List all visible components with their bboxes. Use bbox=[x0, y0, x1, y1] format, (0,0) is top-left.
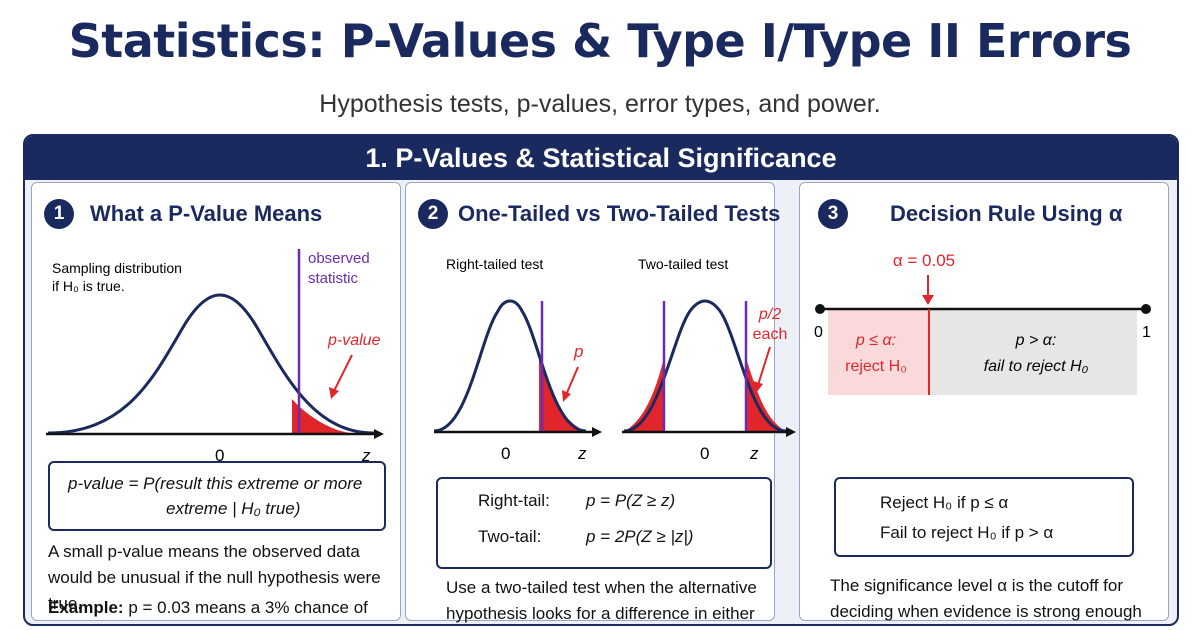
two-tail-formula: p = 2P(Z ≥ |z|) bbox=[586, 527, 694, 546]
step-number-badge: 2 bbox=[418, 199, 448, 229]
alpha-label: α = 0.05 bbox=[893, 251, 955, 270]
decision-rule-box: Reject H₀ if p ≤ α Fail to reject H₀ if … bbox=[834, 477, 1134, 557]
fail-to-reject-region bbox=[929, 309, 1137, 395]
observed-statistic-label-2: statistic bbox=[308, 270, 359, 287]
axis-arrowhead bbox=[374, 429, 384, 439]
right-tail-shade bbox=[539, 358, 581, 431]
alpha-arrowhead bbox=[922, 295, 934, 305]
pvalue-label: p-value bbox=[327, 332, 381, 349]
reject-region bbox=[828, 309, 929, 395]
tail-formula-box: Right-tail: p = P(Z ≥ z) Two-tail: p = 2… bbox=[436, 477, 772, 569]
reject-rule: Reject H₀ if p ≤ α bbox=[880, 493, 1009, 512]
scale-start-point bbox=[815, 304, 825, 314]
page-title: Statistics: P-Values & Type I/Type II Er… bbox=[68, 14, 1132, 68]
right-tail-arrowhead bbox=[562, 390, 571, 402]
formula-line-1: p-value = P(result this extreme or more bbox=[68, 474, 363, 493]
step-number-badge: 1 bbox=[44, 199, 74, 229]
p-half-label: p/2 bbox=[758, 306, 781, 323]
panel-decision-rule: 3 Decision Rule Using α α = 0.05 0 1 p ≤… bbox=[799, 182, 1169, 621]
right-tail-arrow bbox=[565, 366, 579, 396]
right-tail-p-label: p bbox=[573, 342, 583, 361]
two-tail-arrow bbox=[757, 346, 771, 386]
axis-arrowhead bbox=[592, 427, 602, 437]
scale-end-point bbox=[1141, 304, 1151, 314]
page-subtitle: Hypothesis tests, p-values, error types,… bbox=[319, 90, 881, 118]
axis-zero-label: 0 bbox=[501, 444, 510, 463]
tail-comparison-plots: Right-tailed test Two-tailed test p 0 z … bbox=[433, 256, 796, 463]
axis-zero-label-2: 0 bbox=[700, 444, 709, 463]
panel-one-vs-two-tailed: 2 One-Tailed vs Two-Tailed Tests Right-t… bbox=[405, 182, 796, 623]
axis-z-label-2: z bbox=[749, 444, 759, 463]
right-tailed-label: Right-tailed test bbox=[446, 256, 543, 272]
panel-header: 3 Decision Rule Using α bbox=[800, 199, 1168, 233]
formula-line-2: extreme | H₀ true) bbox=[166, 499, 301, 518]
two-tail-arrowhead bbox=[753, 381, 763, 393]
decision-scale: α = 0.05 0 1 p ≤ α: reject H₀ p > α: fai… bbox=[814, 251, 1151, 395]
normal-curve bbox=[47, 293, 375, 435]
section-header: 1. P-Values & Statistical Significance bbox=[25, 136, 1177, 180]
right-tail-formula: p = P(Z ≥ z) bbox=[586, 491, 676, 510]
observed-statistic-label: observed bbox=[308, 250, 370, 267]
panel-title: What a P-Value Means bbox=[90, 201, 323, 226]
panel-header: 2 One-Tailed vs Two-Tailed Tests bbox=[406, 199, 780, 233]
alpha-explanation: The significance level α is the cutoff f… bbox=[830, 576, 1142, 621]
example-label: Example: bbox=[48, 598, 124, 617]
tail-explanation: Use a two-tailed test when the alternati… bbox=[446, 578, 757, 623]
right-tailed-curve bbox=[433, 299, 587, 433]
axis-zero-label: 0 bbox=[215, 446, 224, 465]
reject-region-label: p ≤ α: bbox=[855, 332, 896, 349]
panel-title: One-Tailed vs Two-Tailed Tests bbox=[458, 201, 781, 226]
fail-region-label: p > α: bbox=[1015, 332, 1057, 349]
panel-pvalue-meaning: 1 What a P-Value Means Sampling distribu… bbox=[31, 182, 401, 621]
pvalue-formula-box: p-value = P(result this extreme or more … bbox=[48, 461, 386, 531]
step-number-badge: 3 bbox=[818, 199, 848, 229]
section-pvalues: 1. P-Values & Statistical Significance 1… bbox=[23, 134, 1179, 626]
axis-z-label: z bbox=[361, 446, 371, 465]
example-text: p = 0.03 means a 3% chance of results th… bbox=[128, 598, 368, 617]
right-tail-name: Right-tail: bbox=[478, 491, 550, 510]
scale-min-label: 0 bbox=[814, 324, 823, 341]
fail-region-label-2: fail to reject H₀ bbox=[984, 358, 1089, 375]
sampling-distribution-label-2: if H₀ is true. bbox=[52, 278, 125, 294]
two-tailed-curve bbox=[623, 299, 787, 433]
two-tail-name: Two-tail: bbox=[478, 527, 542, 546]
pvalue-shaded-tail bbox=[292, 399, 362, 433]
reject-region-label-2: reject H₀ bbox=[845, 358, 907, 375]
p-half-each-label: each bbox=[753, 326, 788, 343]
pvalue-arrow bbox=[333, 354, 353, 392]
sampling-distribution-plot: Sampling distribution if H₀ is true. obs… bbox=[46, 249, 384, 465]
panel-title: Decision Rule Using α bbox=[890, 201, 1123, 226]
two-tailed-label: Two-tailed test bbox=[638, 256, 728, 272]
axis-arrowhead bbox=[786, 427, 796, 437]
pvalue-example: Example: p = 0.03 means a 3% chance of r… bbox=[48, 595, 393, 624]
panel-header: 1 What a P-Value Means bbox=[32, 199, 400, 233]
axis-z-label: z bbox=[577, 444, 587, 463]
sampling-distribution-label: Sampling distribution bbox=[52, 260, 182, 276]
pvalue-explanation: A small p-value means the observed data … bbox=[48, 542, 381, 613]
fail-to-reject-rule: Fail to reject H₀ if p > α bbox=[880, 523, 1054, 542]
left-tail-shade bbox=[628, 358, 664, 431]
right-tail-shade-2 bbox=[746, 358, 782, 431]
scale-max-label: 1 bbox=[1142, 324, 1151, 341]
pvalue-arrowhead bbox=[329, 387, 339, 399]
